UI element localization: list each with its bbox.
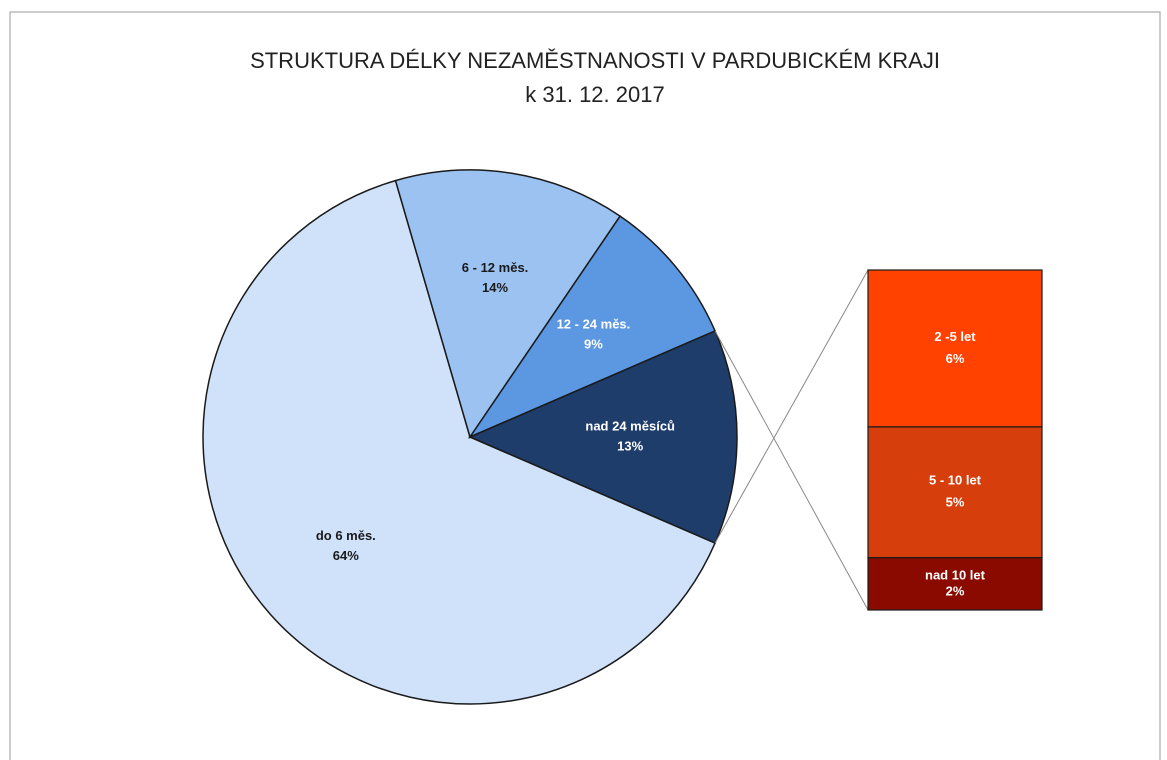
breakdown-segment (867, 557, 1043, 611)
breakdown-segment (867, 426, 1043, 559)
breakdown-label: nad 10 let (925, 567, 986, 582)
slice-label: do 6 měs. (316, 528, 376, 543)
breakdown-label: 5 - 10 let (929, 473, 982, 488)
chart-title: STRUKTURA DÉLKY NEZAMĚSTNANOSTI V PARDUB… (250, 48, 940, 73)
slice-value-label: 64% (333, 548, 359, 563)
pie-slice (394, 169, 622, 439)
breakdown-value-label: 2% (946, 583, 965, 598)
slice-label: 6 - 12 měs. (462, 260, 529, 275)
pie-slice (202, 179, 717, 705)
connector-line (714, 269, 869, 544)
breakdown-label: 2 -5 let (934, 329, 976, 344)
breakdown-value-label: 5% (946, 495, 965, 510)
slice-value-label: 9% (584, 336, 603, 351)
connector-line (714, 330, 869, 611)
chart-subtitle: k 31. 12. 2017 (525, 82, 664, 107)
slice-value-label: 13% (617, 438, 643, 453)
pie-slice (467, 215, 717, 439)
slice-label: 12 - 24 měs. (557, 316, 631, 331)
breakdown-segment (867, 269, 1043, 428)
slice-value-label: 14% (482, 280, 508, 295)
breakdown-value-label: 6% (946, 351, 965, 366)
pie-slice (468, 329, 738, 545)
slice-label: nad 24 měsíců (585, 418, 675, 433)
